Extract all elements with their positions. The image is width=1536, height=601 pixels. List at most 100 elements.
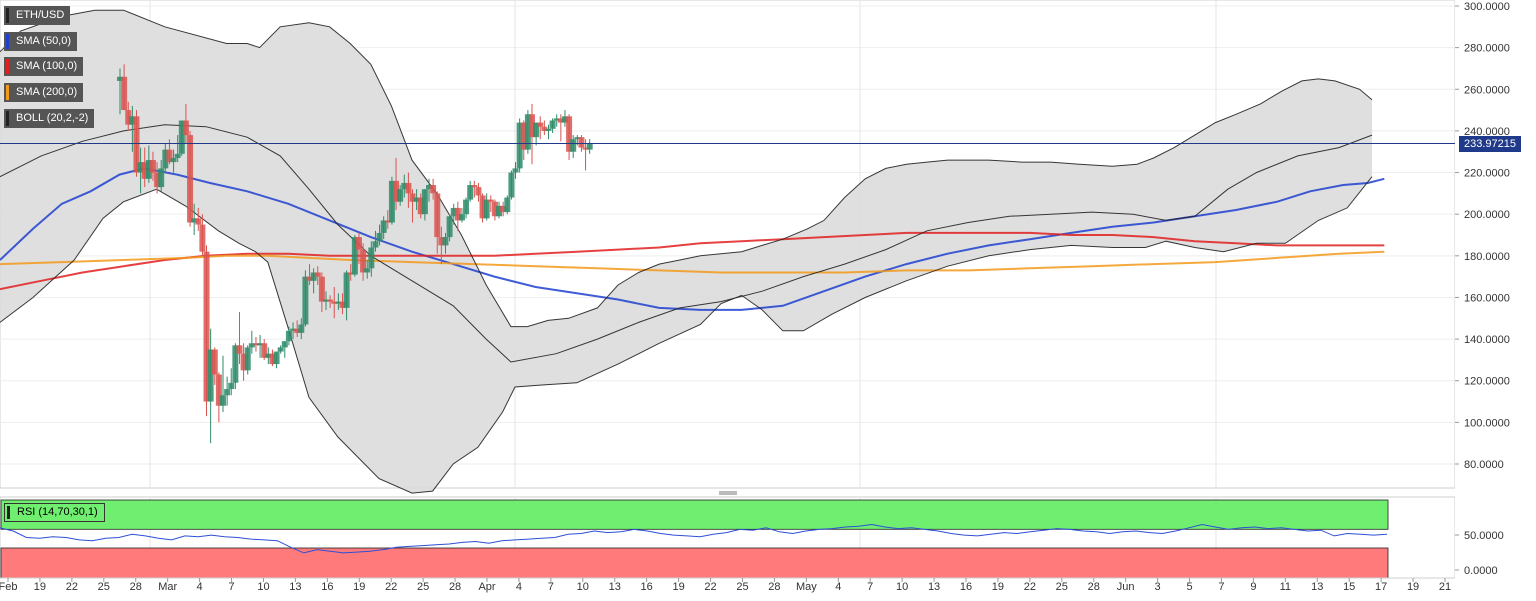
candle-body [537, 122, 544, 127]
x-tick-label: 19 [353, 581, 365, 593]
x-tick-label: 4 [197, 581, 203, 593]
candle-body [479, 195, 486, 219]
sma200-swatch [6, 85, 9, 100]
candle-body [570, 139, 577, 152]
rsi-overbought-zone [0, 499, 1389, 530]
candle-body [294, 328, 301, 333]
candle-body [285, 330, 292, 342]
candle-body [166, 149, 173, 163]
candle-body [421, 189, 428, 215]
candle-body [364, 268, 371, 273]
candle-body [199, 224, 206, 252]
x-tick-label: 25 [736, 581, 748, 593]
candle-body [298, 324, 305, 333]
x-tick-label: Apr [478, 581, 495, 593]
x-tick-label: 10 [257, 581, 269, 593]
y-tick-label: 220.0000 [1464, 168, 1510, 180]
candle-body [269, 353, 276, 365]
x-tick-label: 25 [417, 581, 429, 593]
candle-body [426, 185, 432, 190]
rsi-legend[interactable]: RSI (14,70,30,1) [4, 503, 105, 522]
candle-body [178, 120, 185, 154]
x-tick-label: 19 [1407, 581, 1419, 593]
rsi-tick-label-50: 50.0000 [1464, 530, 1504, 542]
candle-body [454, 207, 461, 221]
candle-body [228, 382, 235, 390]
x-tick-label: 4 [835, 581, 841, 593]
boll-label: BOLL (20,2,-2) [16, 112, 89, 124]
y-tick-label: 280.0000 [1464, 43, 1510, 55]
candle-body [368, 247, 375, 269]
candle-body [434, 193, 441, 238]
candle-body [574, 137, 581, 140]
series-line-boll-middle [0, 124, 1373, 363]
y-tick-label: 300.0000 [1464, 1, 1510, 13]
y-tick-label: 100.0000 [1464, 417, 1510, 429]
symbol-label[interactable]: ETH/USD [4, 6, 71, 25]
candle-body [137, 162, 144, 173]
x-tick-label: 10 [577, 581, 589, 593]
candle-body [170, 157, 177, 163]
x-tick-label: Mar [158, 581, 177, 593]
candle-body [397, 189, 404, 202]
rsi-tick-label-0: 0.0000 [1464, 565, 1498, 577]
rsi-swatch [7, 506, 10, 519]
x-tick-label: 22 [66, 581, 78, 593]
x-tick-label: 16 [641, 581, 653, 593]
x-tick-label: 4 [516, 581, 522, 593]
y-tick-label: 140.0000 [1464, 334, 1510, 346]
x-tick-label: 7 [1218, 581, 1224, 593]
x-tick-label: Feb [0, 581, 17, 593]
candle-body [347, 272, 354, 275]
candle-body [314, 272, 321, 277]
candle-body [446, 216, 453, 238]
candle-body [578, 137, 585, 148]
candle-body [203, 251, 210, 402]
sma50-legend[interactable]: SMA (50,0) [4, 32, 78, 51]
candle-body [331, 301, 338, 304]
sma200-legend[interactable]: SMA (200,0) [4, 83, 84, 102]
candle-body [487, 199, 494, 202]
candle-body [533, 122, 540, 138]
candle-body [310, 272, 317, 281]
boll-legend[interactable]: BOLL (20,2,-2) [4, 109, 95, 128]
x-tick-label: 16 [960, 581, 972, 593]
candle-body [162, 149, 169, 169]
candle-body [257, 343, 264, 346]
series-line-sma-200-0- [0, 250, 1385, 274]
candle-body [553, 118, 560, 121]
x-tick-label: 25 [1056, 581, 1068, 593]
candle-body [372, 241, 379, 248]
candle-body [496, 205, 503, 217]
candle-body [500, 205, 507, 213]
candle-body [405, 182, 412, 194]
candle-body [520, 122, 527, 150]
candle-body [549, 120, 556, 129]
candle-body [384, 220, 391, 223]
candle-body [483, 199, 490, 219]
sma50-swatch [6, 34, 9, 49]
candle-body [582, 147, 589, 150]
candle-body [154, 172, 161, 188]
candle-body [413, 197, 420, 202]
sma100-legend[interactable]: SMA (100,0) [4, 57, 84, 76]
candle-body [187, 135, 194, 223]
candle-body [182, 120, 189, 136]
candle-body [211, 349, 218, 375]
candle-body [339, 301, 346, 308]
x-tick-label: 28 [449, 581, 461, 593]
x-tick-label: 3 [1155, 581, 1161, 593]
candle-body [545, 128, 552, 131]
candle-body [430, 185, 437, 194]
x-tick-label: 15 [1343, 581, 1355, 593]
series-line-sma-100-0- [0, 231, 1385, 291]
x-tick-label: 7 [867, 581, 873, 593]
candle-body [248, 343, 255, 348]
x-tick-label: 5 [1186, 581, 1192, 593]
candle-body [442, 237, 449, 246]
y-tick-label: 240.0000 [1464, 126, 1510, 138]
x-tick-label: 13 [928, 581, 940, 593]
x-tick-label: 11 [1280, 581, 1291, 593]
pane-divider-handle [719, 491, 737, 495]
candle-body [512, 168, 519, 173]
